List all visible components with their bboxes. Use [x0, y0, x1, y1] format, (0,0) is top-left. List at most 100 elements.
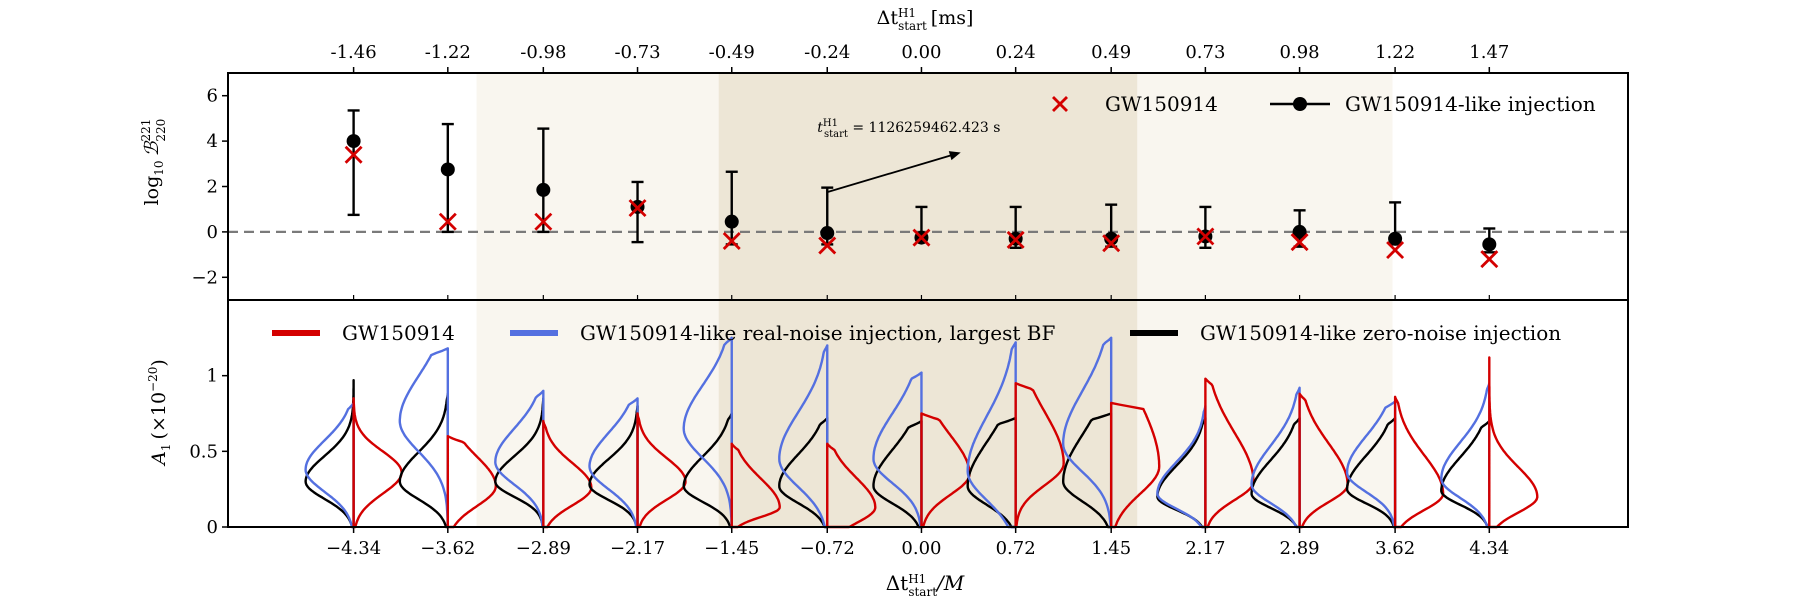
top-axis-ticks: -1.46 -1.22 -0.98 -0.73 -0.49 -0.24 0.00 0.24 0.…: [331, 42, 1509, 73]
x-stroke: [628, 199, 647, 218]
x-stroke: [1052, 96, 1068, 112]
gw150914-point: [1386, 241, 1405, 260]
violin-left-2: [1440, 419, 1491, 529]
x-tick-label: −2.17: [610, 538, 665, 559]
y-tick-label: 2: [207, 177, 218, 198]
top-tick-label: -0.49: [709, 42, 755, 63]
injection-point: [440, 162, 455, 177]
x-stroke: [1480, 250, 1499, 269]
legend-label-gw150914: GW150914: [1105, 92, 1218, 116]
violin-right-0: [1014, 382, 1065, 529]
violin-right-0: [636, 412, 687, 529]
y-tick-label: 4: [207, 131, 218, 152]
top-tick-label: 0.49: [1091, 42, 1131, 63]
gw150914-point: [1290, 233, 1309, 252]
violin-right-0: [352, 397, 403, 529]
x-tick-label: 4.34: [1469, 538, 1509, 559]
injection-point: [1388, 231, 1403, 246]
annotation-text: tH1 start = 1126259462.423 s: [817, 118, 1000, 140]
violin-left-2: [1250, 416, 1301, 529]
y-tick-label: 1: [207, 366, 218, 387]
violin-left-1: [304, 401, 355, 529]
y-tick-label: 0: [207, 517, 218, 538]
gw150914-point: [722, 231, 741, 250]
start-time-annotation: tH1 start = 1126259462.423 s: [817, 118, 1000, 194]
top-panel: −2 0 2 4 6 tH1 start = 1126259462.423 s GW150…: [139, 86, 1628, 300]
top-tick-label: 1.22: [1375, 42, 1415, 63]
violin-left-1: [966, 341, 1017, 529]
top-tick-label: 1.47: [1469, 42, 1509, 63]
bottom-y-axis-label: A1(×10−20): [146, 359, 173, 467]
x-stroke: [534, 212, 553, 231]
violin-left-2: [1345, 416, 1397, 529]
violin-left-1: [494, 389, 545, 529]
violin-left-1: [872, 371, 923, 529]
x-tick-label: 1.45: [1091, 538, 1131, 559]
violin-left-2: [398, 392, 450, 529]
legend-label-real-noise: GW150914-like real-noise injection, larg…: [580, 321, 1055, 345]
gw150914-point: [912, 228, 931, 247]
legend-dot: [1293, 97, 1307, 111]
violin-distributions: [304, 336, 1539, 529]
gw150914-point: [534, 212, 553, 231]
violin-left-1: [1250, 386, 1301, 529]
gw150914-point: [818, 236, 837, 255]
violin-right-0: [1298, 392, 1349, 529]
x-tick-label: −0.72: [800, 538, 855, 559]
violin-right-0: [1109, 401, 1161, 529]
x-tick-label: 0.00: [901, 538, 941, 559]
x-stroke: [1006, 230, 1025, 249]
band-0: [476, 73, 719, 300]
band-1: [718, 73, 1138, 300]
bottom-legend: GW150914 GW150914-like real-noise inject…: [272, 321, 1561, 345]
bottom-x-axis-label: ΔtH1 start/M: [886, 571, 965, 599]
injection-point: [346, 134, 361, 149]
top-tick-label: -1.22: [425, 42, 471, 63]
x-tick-label: −4.34: [326, 538, 381, 559]
violin-left-2: [588, 404, 639, 529]
legend-label-injection: GW150914-like injection: [1345, 92, 1596, 116]
x-tick-label: 2.89: [1280, 538, 1320, 559]
injection-point: [724, 214, 739, 229]
top-tick-label: 0.24: [996, 42, 1036, 63]
bottom-x-ticks: −4.34 −3.62 −2.89 −2.17 −1.45 −0.72 0.00 0.72 1.…: [326, 527, 1509, 559]
top-tick-label: 0.98: [1280, 42, 1320, 63]
violin-right-0: [730, 442, 781, 529]
bottom-panel: 00.51 −4.34 −3.62 −2.89 −2.17 −1.45 −0.72 0.00…: [146, 321, 1561, 599]
x-tick-label: 3.62: [1375, 538, 1415, 559]
violin-left-1: [1062, 336, 1113, 529]
gw150914-point: [438, 212, 457, 231]
y-tick-label: −2: [191, 267, 218, 288]
y-tick-label: 0: [207, 222, 218, 243]
x-tick-label: −3.62: [420, 538, 475, 559]
bottom-y-ticks: 00.51: [189, 366, 228, 538]
x-stroke: [1386, 241, 1405, 260]
injection-point: [1482, 237, 1497, 252]
gw150914-points: [344, 145, 1499, 269]
violin-left-2: [966, 416, 1017, 529]
x-stroke: [1290, 233, 1309, 252]
annotation-arrow: [826, 153, 954, 194]
violin-left-1: [588, 397, 639, 529]
top-panel-shaded-bands: [476, 73, 1393, 300]
band-2: [1137, 73, 1393, 300]
band-2: [1137, 300, 1393, 527]
band-0: [476, 300, 719, 527]
gw150914-point: [344, 145, 363, 164]
violin-right-0: [826, 442, 877, 529]
legend-label-zero-noise: GW150914-like zero-noise injection: [1200, 321, 1561, 345]
x-stroke: [438, 212, 457, 231]
violin-left-1: [778, 344, 829, 529]
top-tick-label: -0.73: [614, 42, 660, 63]
injection-point: [1104, 231, 1119, 246]
legend-label-gw150914-amp: GW150914: [342, 321, 455, 345]
top-legend: GW150914 GW150914-like injection: [1052, 92, 1596, 116]
violin-left-1: [682, 336, 733, 529]
top-tick-label: -1.46: [331, 42, 377, 63]
violin-right-0: [1488, 356, 1539, 529]
top-tick-label: -0.24: [804, 42, 850, 63]
top-axis-label: ΔtH1 start [ms]: [877, 6, 974, 33]
gw150914-point: [628, 199, 647, 218]
legend-marker-x-icon: [1052, 96, 1068, 112]
